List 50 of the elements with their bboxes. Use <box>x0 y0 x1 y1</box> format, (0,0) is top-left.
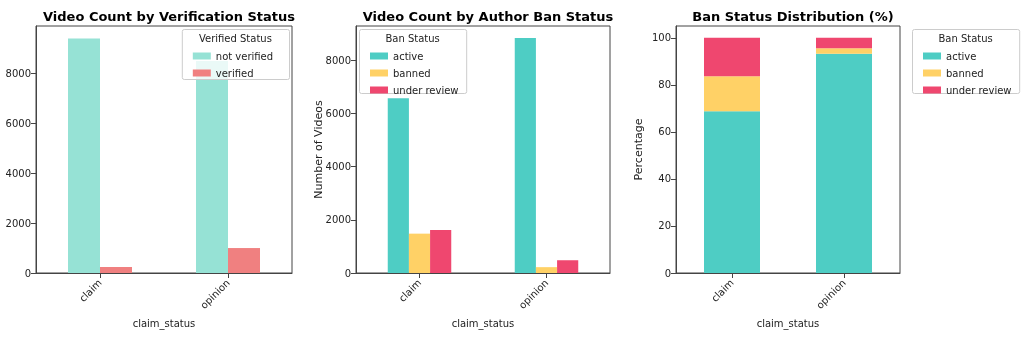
legend-title: Ban Status <box>938 32 993 44</box>
legend-label: active <box>393 50 424 62</box>
y-tick-label: 100 <box>651 32 671 44</box>
y-tick-label: 20 <box>658 220 671 232</box>
x-axis-title: claim_status <box>756 317 820 330</box>
y-tick-label: 6000 <box>325 107 351 119</box>
bar <box>408 233 431 273</box>
bar <box>228 248 260 273</box>
x-axis-title: claim_status <box>451 317 515 330</box>
legend-title: Verified Status <box>198 32 272 44</box>
legend-label: not verified <box>215 50 274 62</box>
y-tick-label: 0 <box>24 267 31 279</box>
y-tick-label: 8000 <box>325 54 351 66</box>
y-tick-label: 40 <box>658 173 671 185</box>
legend-title: Ban Status <box>385 32 440 44</box>
y-tick-label: 4000 <box>5 167 31 179</box>
legend-label: banned <box>393 67 431 79</box>
bar <box>704 111 760 273</box>
y-tick-label: 0 <box>344 267 351 279</box>
bar <box>535 267 558 273</box>
bar <box>430 229 452 273</box>
bar <box>816 48 872 54</box>
legend-label: verified <box>215 67 254 79</box>
y-tick-label: 60 <box>658 126 671 138</box>
chart-title: Ban Status Distribution (%) <box>692 9 894 24</box>
y-tick-label: 6000 <box>5 117 31 129</box>
y-tick-label: 0 <box>664 267 671 279</box>
bar <box>704 76 760 112</box>
legend-label: under review <box>393 84 459 96</box>
y-tick-label: 80 <box>658 79 671 91</box>
y-axis-title: Number of Videos <box>312 100 325 199</box>
bar <box>816 37 872 49</box>
bar <box>68 38 100 273</box>
bar <box>100 267 132 273</box>
legend-label: active <box>946 50 977 62</box>
legend-label: under review <box>946 84 1012 96</box>
chart-title: Video Count by Author Ban Status <box>362 9 614 24</box>
bar <box>557 260 579 273</box>
y-tick-label: 4000 <box>325 161 351 173</box>
bar <box>816 53 872 273</box>
x-axis-title: claim_status <box>132 317 196 330</box>
chart-title: Video Count by Verification Status <box>43 9 296 24</box>
y-axis-title: Percentage <box>632 118 645 181</box>
bar <box>514 37 536 273</box>
bar <box>704 37 760 77</box>
bar <box>387 98 409 273</box>
legend-label: banned <box>946 67 984 79</box>
y-tick-label: 2000 <box>5 217 31 229</box>
y-tick-label: 8000 <box>5 67 31 79</box>
y-tick-label: 2000 <box>325 214 351 226</box>
